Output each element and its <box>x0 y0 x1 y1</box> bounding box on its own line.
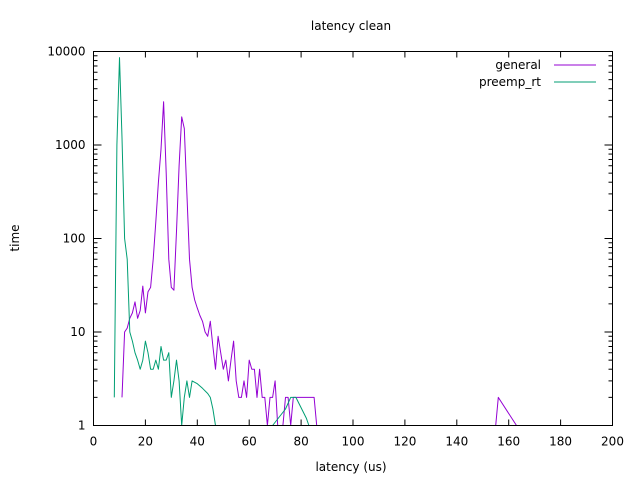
y-tick-label: 10 <box>70 325 85 339</box>
series-line-preemp_rt <box>113 57 310 426</box>
plot-frame <box>93 51 613 426</box>
y-tick-label: 1 <box>78 419 86 433</box>
x-axis-ticks: 0 20 40 60 80 100 120 140 160 180 200 <box>90 51 624 449</box>
legend-label: preemp_rt <box>479 75 541 89</box>
legend-label: general <box>495 58 541 72</box>
x-tick-label: 140 <box>445 435 468 449</box>
x-tick-label: 60 <box>242 435 257 449</box>
y-tick-label: 10000 <box>47 45 85 59</box>
y-tick-label: 100 <box>63 232 86 246</box>
x-axis-label: latency (us) <box>315 460 386 474</box>
chart-title: latency clean <box>311 19 391 33</box>
x-tick-label: 200 <box>601 435 624 449</box>
x-tick-label: 0 <box>90 435 98 449</box>
x-tick-label: 160 <box>497 435 520 449</box>
x-tick-label: 80 <box>293 435 308 449</box>
x-tick-label: 120 <box>393 435 416 449</box>
x-tick-label: 40 <box>190 435 205 449</box>
x-tick-label: 100 <box>342 435 365 449</box>
x-tick-label: 20 <box>138 435 153 449</box>
y-axis-label: time <box>8 224 22 251</box>
x-tick-label: 180 <box>549 435 572 449</box>
y-tick-label: 1000 <box>55 138 86 152</box>
legend: general preemp_rt <box>479 58 596 89</box>
